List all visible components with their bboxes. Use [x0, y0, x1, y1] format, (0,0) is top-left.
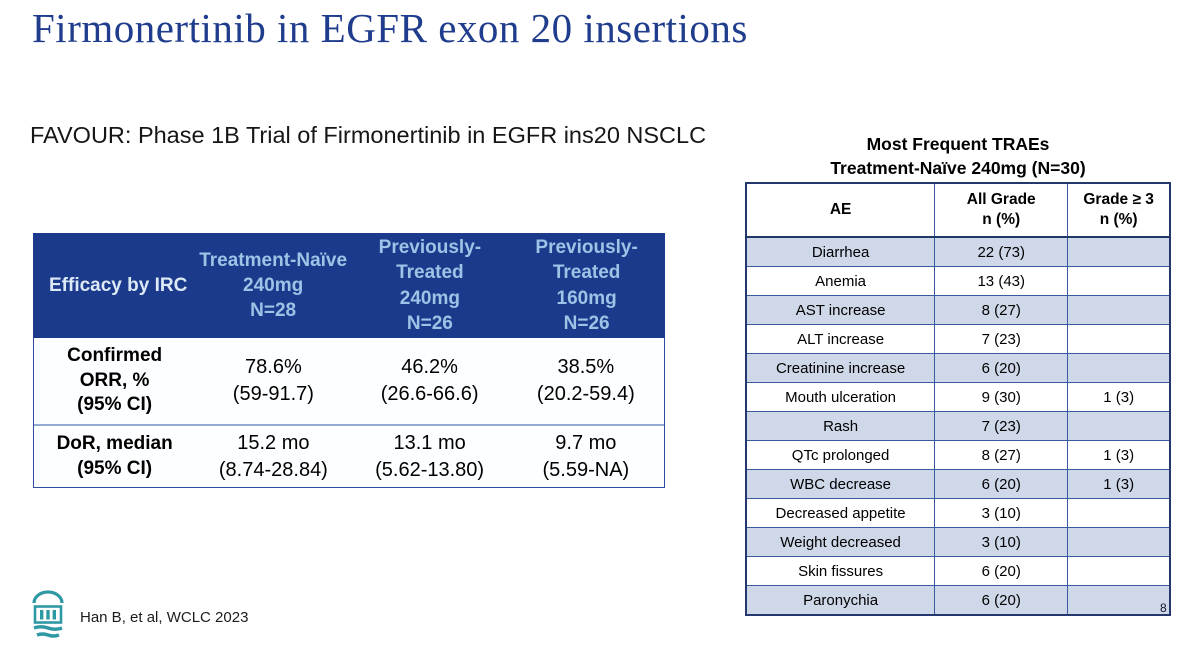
table-row: Mouth ulceration 9 (30) 1 (3) [745, 382, 1171, 412]
all-grade-cell: 7 (23) [934, 411, 1069, 441]
efficacy-table-body: Confirmed ORR, % (95% CI) 78.6% (59-91.7… [33, 338, 665, 489]
orr-value-prev160: 38.5% (20.2-59.4) [536, 356, 635, 406]
dor-value-prev160: 9.7 mo (5.59-NA) [542, 431, 630, 481]
trae-table-header: AE All Grade n (%) Grade ≥ 3 n (%) [745, 182, 1171, 238]
table-row: AST increase 8 (27) [745, 295, 1171, 325]
orr-value-naive: 78.6% (59-91.7) [232, 356, 314, 406]
page-title: Firmonertinib in EGFR exon 20 insertions [32, 5, 748, 51]
table-row: Anemia 13 (43) [745, 266, 1171, 296]
all-grade-cell: 3 (10) [934, 498, 1069, 528]
table-row: ALT increase 7 (23) [745, 324, 1171, 354]
ae-cell: Anemia [745, 266, 936, 296]
grade3-cell [1067, 527, 1171, 557]
header-ae: AE [745, 182, 936, 238]
column-header-previously-treated-240: Previously- Treated 240mg N=26 [378, 237, 482, 334]
citation-text: Han B, et al, WCLC 2023 [80, 609, 249, 626]
table-row: Creatinine increase 6 (20) [745, 353, 1171, 383]
grade3-cell [1067, 266, 1171, 296]
header-grade3: Grade ≥ 3 n (%) [1067, 182, 1171, 238]
ae-cell: Weight decreased [745, 527, 936, 557]
ae-cell: Skin fissures [745, 556, 936, 586]
grade3-cell [1067, 295, 1171, 325]
table-row: Paronychia 6 (20) [745, 585, 1171, 616]
all-grade-cell: 13 (43) [934, 266, 1069, 296]
table-row: Weight decreased 3 (10) [745, 527, 1171, 557]
ae-cell: Decreased appetite [745, 498, 936, 528]
ae-cell: Creatinine increase [745, 353, 936, 383]
ae-cell: WBC decrease [745, 469, 936, 499]
grade3-cell [1067, 498, 1171, 528]
table-row: Rash 7 (23) [745, 411, 1171, 441]
row-label-orr: Confirmed ORR, % (95% CI) [67, 345, 163, 416]
orr-value-prev240: 46.2% (26.6-66.6) [380, 356, 479, 406]
table-row: WBC decrease 6 (20) 1 (3) [745, 469, 1171, 499]
all-grade-cell: 6 (20) [934, 585, 1069, 616]
grade3-cell [1067, 324, 1171, 354]
ae-cell: Paronychia [745, 585, 936, 616]
ae-cell: QTc prolonged [745, 440, 936, 470]
row-label-dor: DoR, median (95% CI) [56, 433, 173, 479]
grade3-cell: 1 (3) [1067, 469, 1171, 499]
ae-cell: Diarrhea [745, 236, 936, 267]
ae-cell: ALT increase [745, 324, 936, 354]
ae-cell: AST increase [745, 295, 936, 325]
table-row: Diarrhea 22 (73) [745, 236, 1171, 267]
efficacy-table: Efficacy by IRC Treatment-Naïve 240mg N=… [33, 233, 665, 489]
all-grade-cell: 6 (20) [934, 353, 1069, 383]
grade3-cell [1067, 353, 1171, 383]
all-grade-cell: 7 (23) [934, 324, 1069, 354]
table-row-dor: DoR, median (95% CI) 15.2 mo (8.74-28.84… [34, 424, 664, 487]
all-grade-cell: 9 (30) [934, 382, 1069, 412]
all-grade-cell: 3 (10) [934, 527, 1069, 557]
table-row: Decreased appetite 3 (10) [745, 498, 1171, 528]
grade3-cell [1067, 236, 1171, 267]
all-grade-cell: 6 (20) [934, 469, 1069, 499]
ae-cell: Mouth ulceration [745, 382, 936, 412]
trae-table: AE All Grade n (%) Grade ≥ 3 n (%) Diarr… [745, 182, 1171, 616]
column-header-treatment-naive: Treatment-Naïve 240mg N=28 [199, 249, 348, 322]
table-row: Skin fissures 6 (20) [745, 556, 1171, 586]
table-row-orr: Confirmed ORR, % (95% CI) 78.6% (59-91.7… [34, 338, 664, 424]
trial-subtitle: FAVOUR: Phase 1B Trial of Firmonertinib … [30, 122, 707, 148]
grade3-cell [1067, 411, 1171, 441]
dor-value-naive: 15.2 mo (8.74-28.84) [218, 431, 328, 481]
trae-table-body: Diarrhea 22 (73) Anemia 13 (43) AST incr… [745, 236, 1171, 616]
header-all-grade: All Grade n (%) [934, 182, 1069, 238]
page-number: 8 [1160, 601, 1167, 615]
all-grade-cell: 22 (73) [934, 236, 1069, 267]
ae-cell: Rash [745, 411, 936, 441]
grade3-cell: 1 (3) [1067, 382, 1171, 412]
table-row: QTc prolonged 8 (27) 1 (3) [745, 440, 1171, 470]
all-grade-cell: 8 (27) [934, 440, 1069, 470]
efficacy-table-header: Efficacy by IRC Treatment-Naïve 240mg N=… [33, 233, 665, 338]
grade3-cell [1067, 556, 1171, 586]
trae-table-title: Most Frequent TRAEs Treatment-Naïve 240m… [830, 134, 1086, 179]
column-header-previously-treated-160: Previously- Treated 160mg N=26 [535, 237, 638, 334]
institution-building-icon [32, 590, 64, 638]
dor-value-prev240: 13.1 mo (5.62-13.80) [375, 431, 485, 481]
grade3-cell [1067, 585, 1171, 616]
grade3-cell: 1 (3) [1067, 440, 1171, 470]
all-grade-cell: 6 (20) [934, 556, 1069, 586]
efficacy-corner-label: Efficacy by IRC [49, 274, 188, 296]
all-grade-cell: 8 (27) [934, 295, 1069, 325]
